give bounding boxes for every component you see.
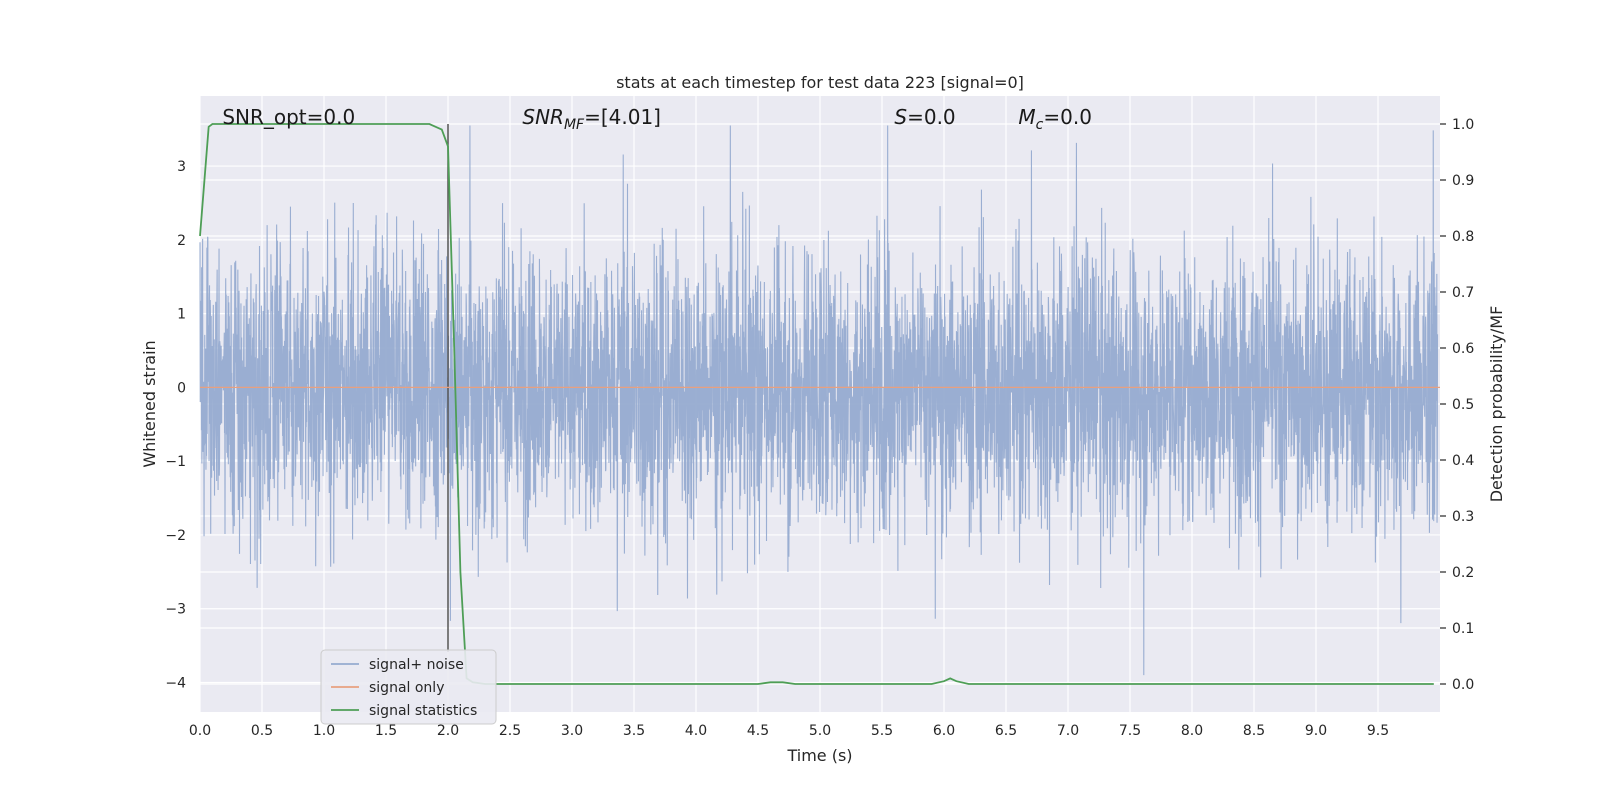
x-tick-label: 9.5	[1367, 723, 1389, 739]
x-tick-label: 4.0	[685, 723, 707, 739]
y2-tick-label: 0.9	[1452, 173, 1474, 189]
x-tick-label: 3.0	[561, 723, 583, 739]
annotation-text: SNRMF=[4.01]	[522, 105, 661, 133]
y-axis-label: Whitened strain	[140, 340, 159, 467]
y2-tick-label: 1.0	[1452, 117, 1474, 133]
annotation-text: S=0.0	[894, 105, 955, 129]
legend-box	[320, 649, 497, 725]
x-axis: 0.0 0.5 1.0 1.5 2.0 2.5 3.0 3.5 4.0 4.5 5.0 5.5 6.0 6…	[189, 723, 1389, 739]
legend-entry: signal only	[369, 680, 444, 696]
y2-tick-label: 0.1	[1452, 621, 1474, 637]
y-tick-label: 2	[177, 233, 186, 249]
annotations: SNR_opt=0.0 SNRMF=[4.01] S=0.0 Mc=0.0	[222, 105, 1092, 133]
x-tick-label: 7.5	[1119, 723, 1141, 739]
y-tick-label: −4	[165, 675, 186, 691]
y-tick-label: 1	[177, 307, 186, 323]
chart-title: stats at each timestep for test data 223…	[616, 73, 1024, 92]
legend: signal+ noise signal only signal statistic…	[320, 649, 497, 725]
y2-axis-label: Detection probability/MF	[1487, 306, 1506, 503]
x-tick-label: 6.5	[995, 723, 1017, 739]
signal-noise-line	[199, 125, 1439, 676]
y-tick-label: −3	[165, 602, 186, 618]
x-tick-label: 9.0	[1305, 723, 1327, 739]
x-tick-label: 3.5	[623, 723, 645, 739]
x-tick-label: 1.5	[375, 723, 397, 739]
x-tick-label: 0.5	[251, 723, 273, 739]
legend-entry: signal+ noise	[369, 657, 464, 673]
y-axis-left: −4 −3 −2 −1 0 1 2 3	[165, 159, 186, 691]
x-tick-label: 2.5	[499, 723, 521, 739]
legend-entry: signal statistics	[369, 703, 477, 719]
y2-tick-label: 0.2	[1452, 565, 1474, 581]
x-axis-label: Time (s)	[786, 746, 852, 765]
y2-tick-label: 0.7	[1452, 285, 1474, 301]
x-tick-label: 7.0	[1057, 723, 1079, 739]
x-tick-label: 4.5	[747, 723, 769, 739]
y-tick-label: −1	[165, 454, 186, 470]
y2-tick-label: 0.3	[1452, 509, 1474, 525]
signal-noise-series	[199, 125, 1439, 676]
x-tick-label: 8.0	[1181, 723, 1203, 739]
y2-tick-label: 0.6	[1452, 341, 1474, 357]
y-axis-right: 0.0 0.1 0.2 0.3 0.4 0.5 0.6 0.7 0.8 0.9 1.0	[1440, 117, 1474, 693]
annotation-text: Mc=0.0	[1018, 105, 1092, 133]
x-tick-label: 8.5	[1243, 723, 1265, 739]
y2-tick-label: 0.0	[1452, 677, 1474, 693]
x-tick-label: 6.0	[933, 723, 955, 739]
y2-tick-label: 0.4	[1452, 453, 1474, 469]
x-tick-label: 1.0	[313, 723, 335, 739]
y-tick-label: 3	[177, 159, 186, 175]
y2-tick-label: 0.5	[1452, 397, 1474, 413]
x-tick-label: 5.0	[809, 723, 831, 739]
y-tick-label: 0	[177, 380, 186, 396]
x-tick-label: 2.0	[437, 723, 459, 739]
x-tick-label: 0.0	[189, 723, 211, 739]
x-tick-label: 5.5	[871, 723, 893, 739]
y-tick-label: −2	[165, 528, 186, 544]
y2-tick-label: 0.8	[1452, 229, 1474, 245]
annotation-text: SNR_opt=0.0	[222, 105, 355, 129]
